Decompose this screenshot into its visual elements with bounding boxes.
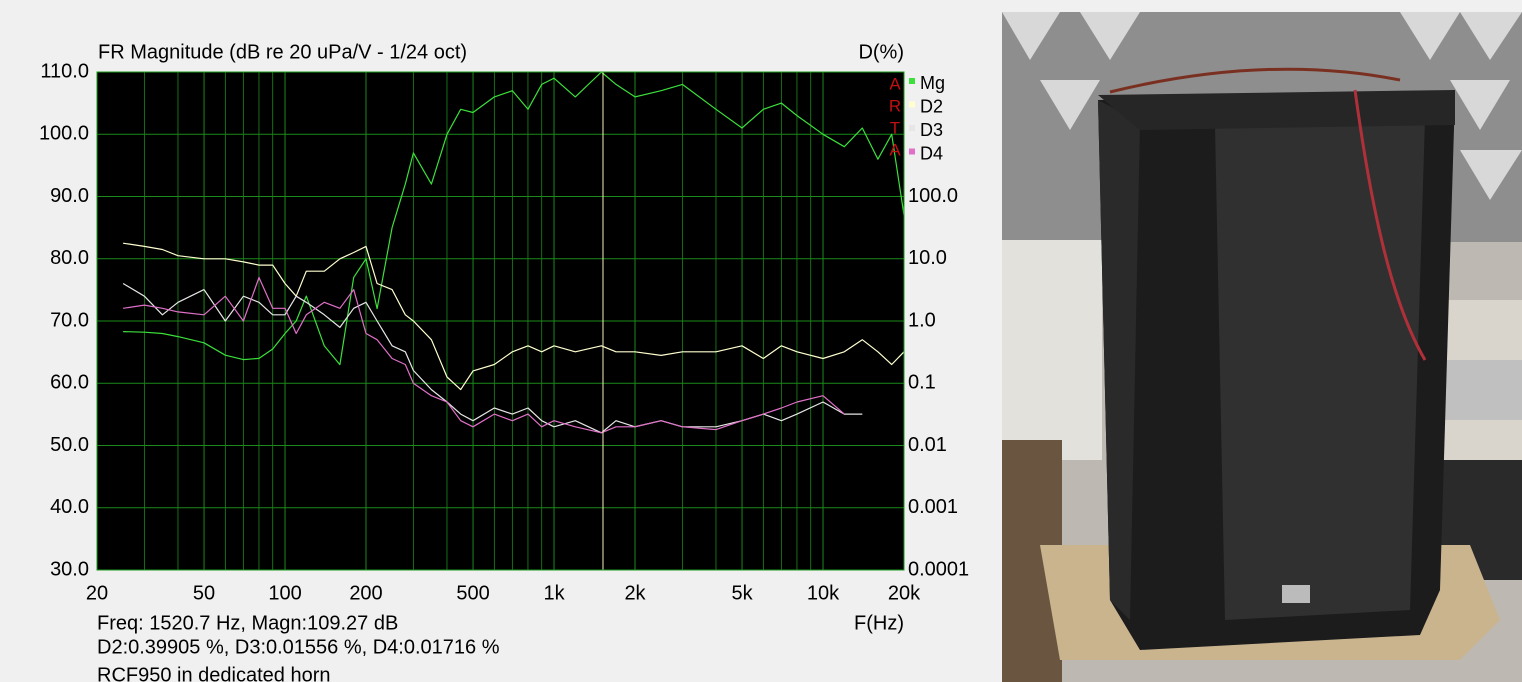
legend-marker: [909, 78, 915, 84]
curves: [122, 71, 905, 570]
x-tick-label: 200: [349, 582, 382, 604]
y2-axis-label: D(%): [858, 41, 904, 63]
y-tick-label: 70.0: [50, 309, 89, 331]
legend-label: D3: [920, 120, 943, 140]
y-tick-label: 90.0: [50, 185, 89, 207]
series-line: [123, 276, 845, 434]
y2-tick-label: 0.001: [908, 496, 958, 518]
readout-line: RCF950 in dedicated horn: [97, 664, 330, 682]
x-tick-label: 20: [86, 582, 108, 604]
legend-label: D4: [920, 143, 943, 163]
logo-letter: A: [889, 140, 901, 159]
legend-label: D2: [920, 96, 943, 116]
y2-tick-label: 100.0: [908, 185, 958, 207]
logo-letter: T: [890, 118, 900, 137]
y-tick-label: 100.0: [39, 123, 89, 145]
series-line: [123, 242, 905, 391]
x-tick-label: 500: [456, 582, 489, 604]
x-tick-label: 2k: [624, 582, 646, 604]
legend-marker: [909, 101, 915, 108]
x-tick-label: 10k: [807, 582, 840, 604]
photo: [1002, 12, 1522, 682]
legend-marker: [909, 148, 915, 155]
y-tick-label: 110.0: [40, 60, 89, 82]
logo-letter: A: [889, 74, 901, 93]
y-tick-label: 60.0: [50, 372, 89, 394]
y-tick-label: 30.0: [50, 558, 89, 580]
logo-letter: R: [889, 96, 901, 115]
x-tick-label: 100: [268, 582, 301, 604]
x-tick-label: 1k: [543, 582, 565, 604]
y2-tick-label: 0.1: [908, 372, 936, 394]
x-tick-label: 50: [193, 582, 215, 604]
y2-tick-label: 1.0: [908, 309, 936, 331]
plot-frame: [96, 71, 905, 571]
y-tick-label: 40.0: [50, 496, 89, 518]
x-axis-label: F(Hz): [854, 612, 904, 634]
y-tick-label: 80.0: [50, 247, 89, 269]
x-tick-label: 20k: [888, 582, 921, 604]
readout-line: D2:0.39905 %, D3:0.01556 %, D4:0.01716 %: [97, 636, 500, 658]
y-tick-label: 50.0: [50, 434, 89, 456]
y2-tick-label: 0.0001: [908, 558, 969, 580]
legend-label: Mg: [920, 73, 945, 93]
y2-tick-label: 0.01: [908, 434, 947, 456]
legend-marker: [909, 125, 915, 131]
y2-tick-label: 10.0: [908, 247, 947, 269]
legend: Mg D2 D3 D4: [909, 73, 945, 163]
readout-line: Freq: 1520.7 Hz, Magn:109.27 dB: [97, 612, 398, 634]
x-tick-label: 5k: [731, 582, 753, 604]
chart-title: FR Magnitude (dB re 20 uPa/V - 1/24 oct): [98, 41, 467, 63]
series-line: [123, 71, 905, 366]
